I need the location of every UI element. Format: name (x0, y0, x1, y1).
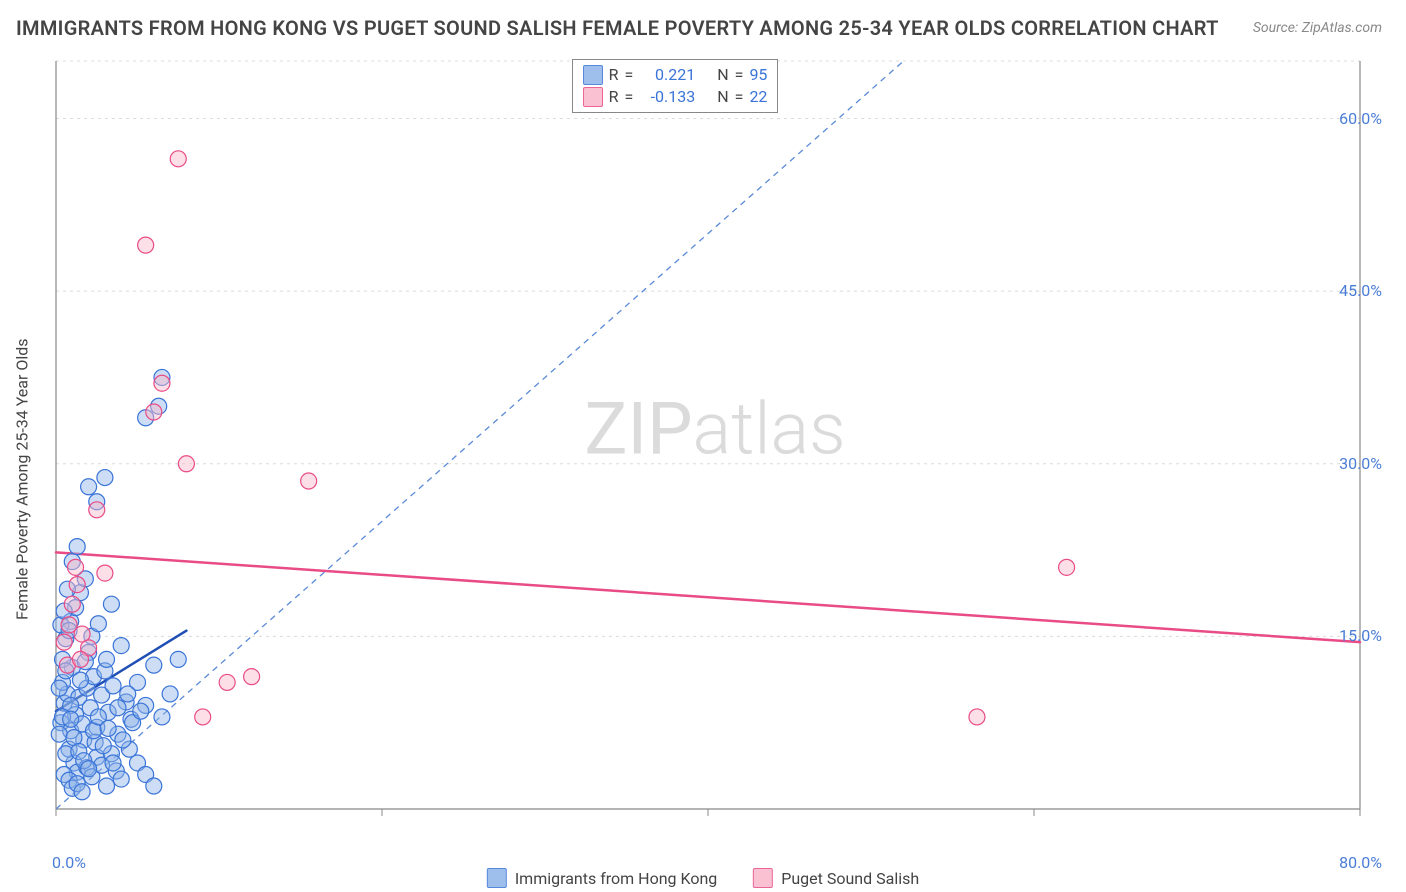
legend-row-2: R = -0.133 N = 22 (583, 86, 768, 108)
eq-sign: = (624, 64, 633, 86)
eq-sign-2: = (735, 64, 744, 86)
r-label: R (609, 64, 619, 86)
n-value-2: 22 (749, 86, 767, 108)
n-label-2: N (717, 86, 728, 108)
chart-title: IMMIGRANTS FROM HONG KONG VS PUGET SOUND… (16, 16, 1219, 40)
legend-row-1: R = 0.221 N = 95 (583, 64, 768, 86)
y-tick-30: 30.0% (1339, 454, 1382, 473)
swatch-bottom-1 (487, 868, 507, 888)
x-tick-0: 0.0% (52, 853, 86, 872)
legend-item-1: Immigrants from Hong Kong (487, 868, 717, 888)
plot-svg (50, 55, 1380, 835)
legend-item-2: Puget Sound Salish (753, 868, 919, 888)
swatch-series-2 (583, 87, 603, 107)
y-tick-45: 45.0% (1339, 281, 1382, 300)
y-axis-label: Female Poverty Among 25-34 Year Olds (13, 338, 32, 620)
x-tick-80: 80.0% (1339, 853, 1382, 872)
scatter-plot: ZIPatlas (50, 55, 1380, 835)
swatch-series-1 (583, 65, 603, 85)
source-label: Source: ZipAtlas.com (1253, 20, 1382, 36)
r-value-2: -0.133 (639, 86, 695, 108)
r-label-2: R (609, 86, 619, 108)
y-tick-60: 60.0% (1339, 109, 1382, 128)
eq-sign-3: = (624, 86, 633, 108)
correlation-legend-box: R = 0.221 N = 95 R = -0.133 N = 22 (572, 59, 779, 113)
legend-label-2: Puget Sound Salish (781, 869, 919, 888)
n-value-1: 95 (749, 64, 767, 86)
legend-label-1: Immigrants from Hong Kong (515, 869, 717, 888)
swatch-bottom-2 (753, 868, 773, 888)
series-legend: Immigrants from Hong Kong Puget Sound Sa… (487, 868, 919, 888)
r-value-1: 0.221 (639, 64, 695, 86)
n-label: N (717, 64, 728, 86)
eq-sign-4: = (735, 86, 744, 108)
y-tick-15: 15.0% (1339, 626, 1382, 645)
